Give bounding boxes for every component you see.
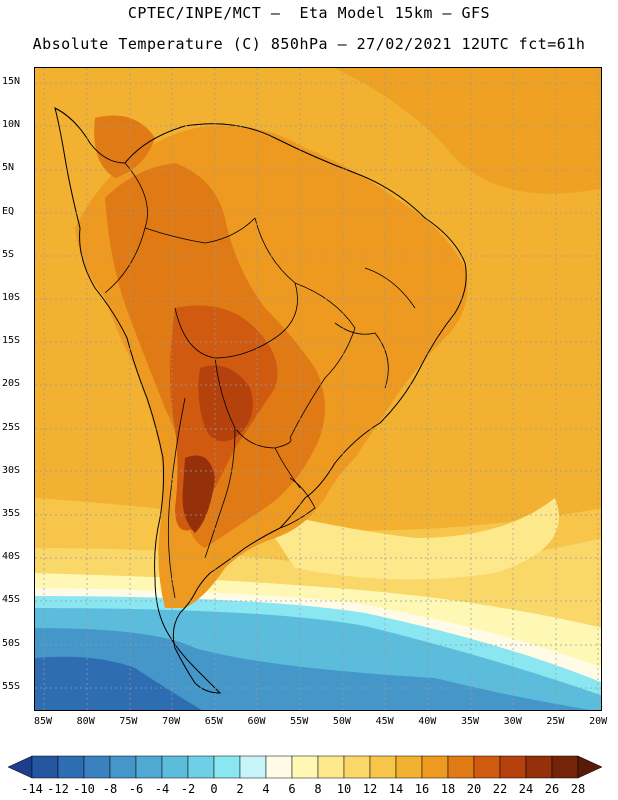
colorbar-swatch xyxy=(525,755,553,779)
colorbar-swatch xyxy=(239,755,267,779)
colorbar-min-arrow xyxy=(7,755,33,779)
colorbar-tick-label: 8 xyxy=(314,782,322,796)
ocean-zone-minus4 xyxy=(35,628,591,710)
warm-ocean-zone xyxy=(335,68,601,194)
lon-label: 75W xyxy=(119,716,138,727)
colorbar-swatch xyxy=(551,755,579,779)
lon-label: 70W xyxy=(162,716,181,727)
lat-label: 5S xyxy=(2,248,15,260)
south-america-coastline xyxy=(54,107,467,694)
colorbar-swatch xyxy=(57,755,85,779)
colorbar-tick-label: -14 xyxy=(21,782,43,796)
colorbar-tick-label: -6 xyxy=(128,782,144,796)
lat-label: 15N xyxy=(2,76,21,87)
colorbar-tick-label: 14 xyxy=(388,782,404,796)
colorbar-tick-label: 22 xyxy=(492,782,508,796)
colorbar-swatch xyxy=(135,755,163,779)
ocean-zone-minus8 xyxy=(35,656,202,710)
ocean-zone-12 xyxy=(255,498,559,580)
lon-label: 85W xyxy=(33,716,53,727)
colorbar-swatch xyxy=(265,755,293,779)
colorbar-tick-label: -10 xyxy=(73,782,95,796)
lat-label: 35S xyxy=(2,508,21,519)
lat-label: 50S xyxy=(2,637,21,649)
colorbar-tick-label: 2 xyxy=(236,782,244,796)
colorbar-swatch xyxy=(83,755,111,779)
lat-label: 15S xyxy=(2,335,21,347)
colorbar-swatch xyxy=(447,755,475,779)
colorbar-max-arrow xyxy=(577,755,603,779)
lat-label: 20S xyxy=(2,378,21,390)
colorbar-swatch xyxy=(473,755,501,779)
colorbar-swatch xyxy=(369,755,397,779)
continent-hotspot-2 xyxy=(182,455,215,533)
map-title-line1: CPTEC/INPE/MCT – Eta Model 15km – GFS xyxy=(127,4,491,22)
lon-label: 20W xyxy=(589,716,608,727)
colorbar-tick-label: 10 xyxy=(336,782,352,796)
lat-label: 25S xyxy=(2,421,21,433)
lat-label: 40S xyxy=(2,551,21,563)
lat-label: 5N xyxy=(2,162,15,174)
lon-label: 50W xyxy=(332,716,351,727)
lon-label: 40W xyxy=(418,716,437,727)
lat-label: 30S xyxy=(2,464,21,476)
map-canvas xyxy=(35,68,601,710)
colorbar-swatch xyxy=(343,755,371,779)
colorbar-tick-label: -2 xyxy=(180,782,196,796)
lat-label: 55S xyxy=(2,680,21,692)
lon-label: 55W xyxy=(290,716,309,727)
colorbar-tick-label: -4 xyxy=(154,782,170,796)
lon-label: 25W xyxy=(546,716,565,727)
country-borders xyxy=(104,162,416,599)
colorbar-tick-label: 16 xyxy=(414,782,430,796)
colorbar-tick-label: 12 xyxy=(362,782,378,796)
colorbar-tick-label: -12 xyxy=(47,782,69,796)
colorbar-tick-label: 4 xyxy=(262,782,270,796)
lat-label: 10N xyxy=(2,119,21,131)
temperature-map xyxy=(34,67,602,711)
colorbar-swatch xyxy=(161,755,189,779)
colorbar-tick-label: -8 xyxy=(102,782,118,796)
colorbar-swatch xyxy=(291,755,319,779)
lon-label: 30W xyxy=(503,716,522,727)
lon-label: 45W xyxy=(375,716,394,727)
colorbar-swatch xyxy=(395,755,423,779)
continent-hotspot-1 xyxy=(198,365,253,442)
lat-label: 45S xyxy=(2,594,21,606)
colorbar-tick-label: 26 xyxy=(544,782,560,796)
map-title-line2: Absolute Temperature (C) 850hPa – 27/02/… xyxy=(32,35,586,53)
lat-label: 10S xyxy=(2,292,21,303)
lon-label: 35W xyxy=(460,716,480,727)
colorbar-swatch xyxy=(421,755,449,779)
colorbar-tick-label: 18 xyxy=(440,782,456,796)
colorbar-swatch xyxy=(317,755,345,779)
colorbar-tick-label: 6 xyxy=(288,782,296,796)
lat-label: EQ xyxy=(2,205,15,217)
graticule xyxy=(35,68,601,710)
lon-label: 80W xyxy=(76,716,95,727)
colorbar-swatch xyxy=(499,755,527,779)
colorbar-tick-label: 28 xyxy=(570,782,586,796)
colorbar-swatch xyxy=(187,755,215,779)
colorbar-tick-label: 20 xyxy=(466,782,482,796)
colorbar-tick-label: 24 xyxy=(518,782,534,796)
colorbar-swatch xyxy=(109,755,137,779)
north-hot-fill xyxy=(94,115,155,178)
colorbar-tick-label: 0 xyxy=(210,782,218,796)
temperature-colorbar xyxy=(7,755,603,779)
colorbar-swatch xyxy=(31,755,59,779)
colorbar-swatch xyxy=(213,755,241,779)
lon-label: 60W xyxy=(247,716,266,727)
lon-label: 65W xyxy=(204,716,223,727)
